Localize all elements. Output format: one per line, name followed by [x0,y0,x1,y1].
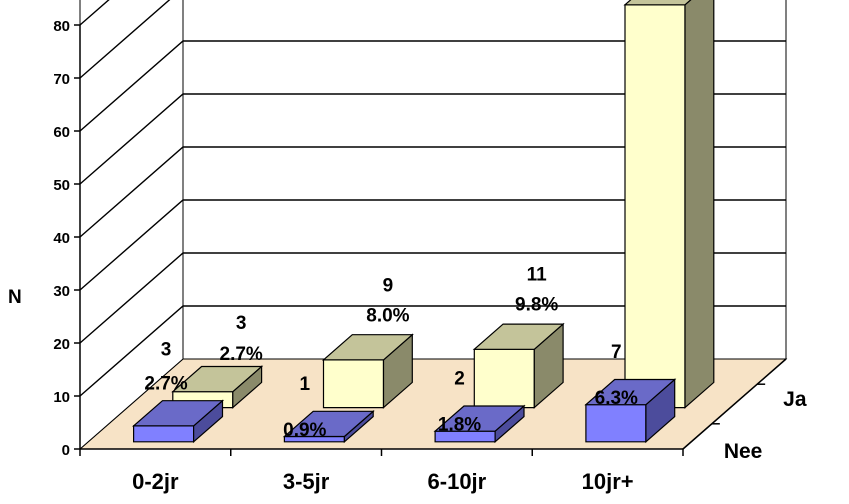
depth-axis-label: Nee [724,440,763,463]
bar-ja-6-10jr [472,322,565,409]
gridline [79,40,786,132]
data-label-value: 7 [611,342,622,363]
data-label-value: 1 [299,374,310,395]
data-label-percent: 0.9% [283,420,326,441]
bar-top [171,365,264,393]
gridline [79,252,786,344]
bar-top [433,405,526,432]
data-label-value: 3 [236,313,247,334]
depth-axis-label: Ja [783,388,807,411]
data-label-percent: 9.8% [515,295,558,316]
bar-nee-10jr+ [584,378,677,444]
data-label-percent: 6.3% [595,388,638,409]
bars [131,0,715,444]
bar-front [585,404,647,443]
bar-top [623,0,692,6]
y-tick-label: 60 [53,124,70,141]
x-tick-label: 10jr+ [582,469,634,494]
bar-nee-0-2jr [131,399,225,444]
y-tick-label: 30 [53,283,70,300]
x-tick-label: 6-10jr [428,469,487,494]
y-tick-label: 40 [53,230,70,247]
bar-top [282,410,375,438]
x-tick-label: 0-2jr [132,469,179,494]
gridline [79,199,786,291]
gridline [79,0,171,79]
data-label-percent: 8.0% [366,305,409,326]
bar-front [473,348,535,409]
bar-top [321,334,414,361]
data-label-percent: 1.8% [438,415,481,436]
y-tick-label: 0 [62,442,70,459]
y-tick-label: 50 [53,177,70,194]
y-tick-label: 20 [53,336,70,353]
gridline [79,93,786,185]
bar-nee-6-10jr [433,404,526,444]
data-label-value: 3 [161,339,172,360]
bar-ja-10jr+ [623,0,715,409]
depth-axis-line [682,358,787,450]
x-tick-label: 3-5jr [283,469,330,494]
bar-top [584,378,677,406]
gridlines [79,0,786,397]
data-label-value: 11 [527,265,548,286]
bar-ja-3-5jr [321,333,414,409]
bar-side [684,0,715,409]
bar-top [472,323,565,350]
bar-front [322,359,385,409]
data-label-percent: 2.7% [144,373,187,394]
gridline [79,305,786,397]
y-tick-label: 80 [53,18,70,35]
bar-nee-3-5jr [282,409,375,444]
axes: 0 10 20 30 40 50 60 70 80 0-2jr 3-5jr 6-10jr 10jr+ Ne… [53,18,807,494]
data-label-percent: 2.7% [220,344,263,365]
gridline [79,146,786,238]
y-tick-label: 70 [53,71,70,88]
bar-front [133,425,195,443]
bar-front [624,4,686,409]
data-label-value: 9 [383,275,394,296]
bar-top [131,400,225,427]
y-axis-label: N [8,287,22,308]
data-label-value: 2 [454,369,465,390]
y-tick-label: 10 [53,389,70,406]
data-labels: 32.7%10.9%21.8%76.3%32.7%98.0%119.8%7667… [144,265,638,441]
